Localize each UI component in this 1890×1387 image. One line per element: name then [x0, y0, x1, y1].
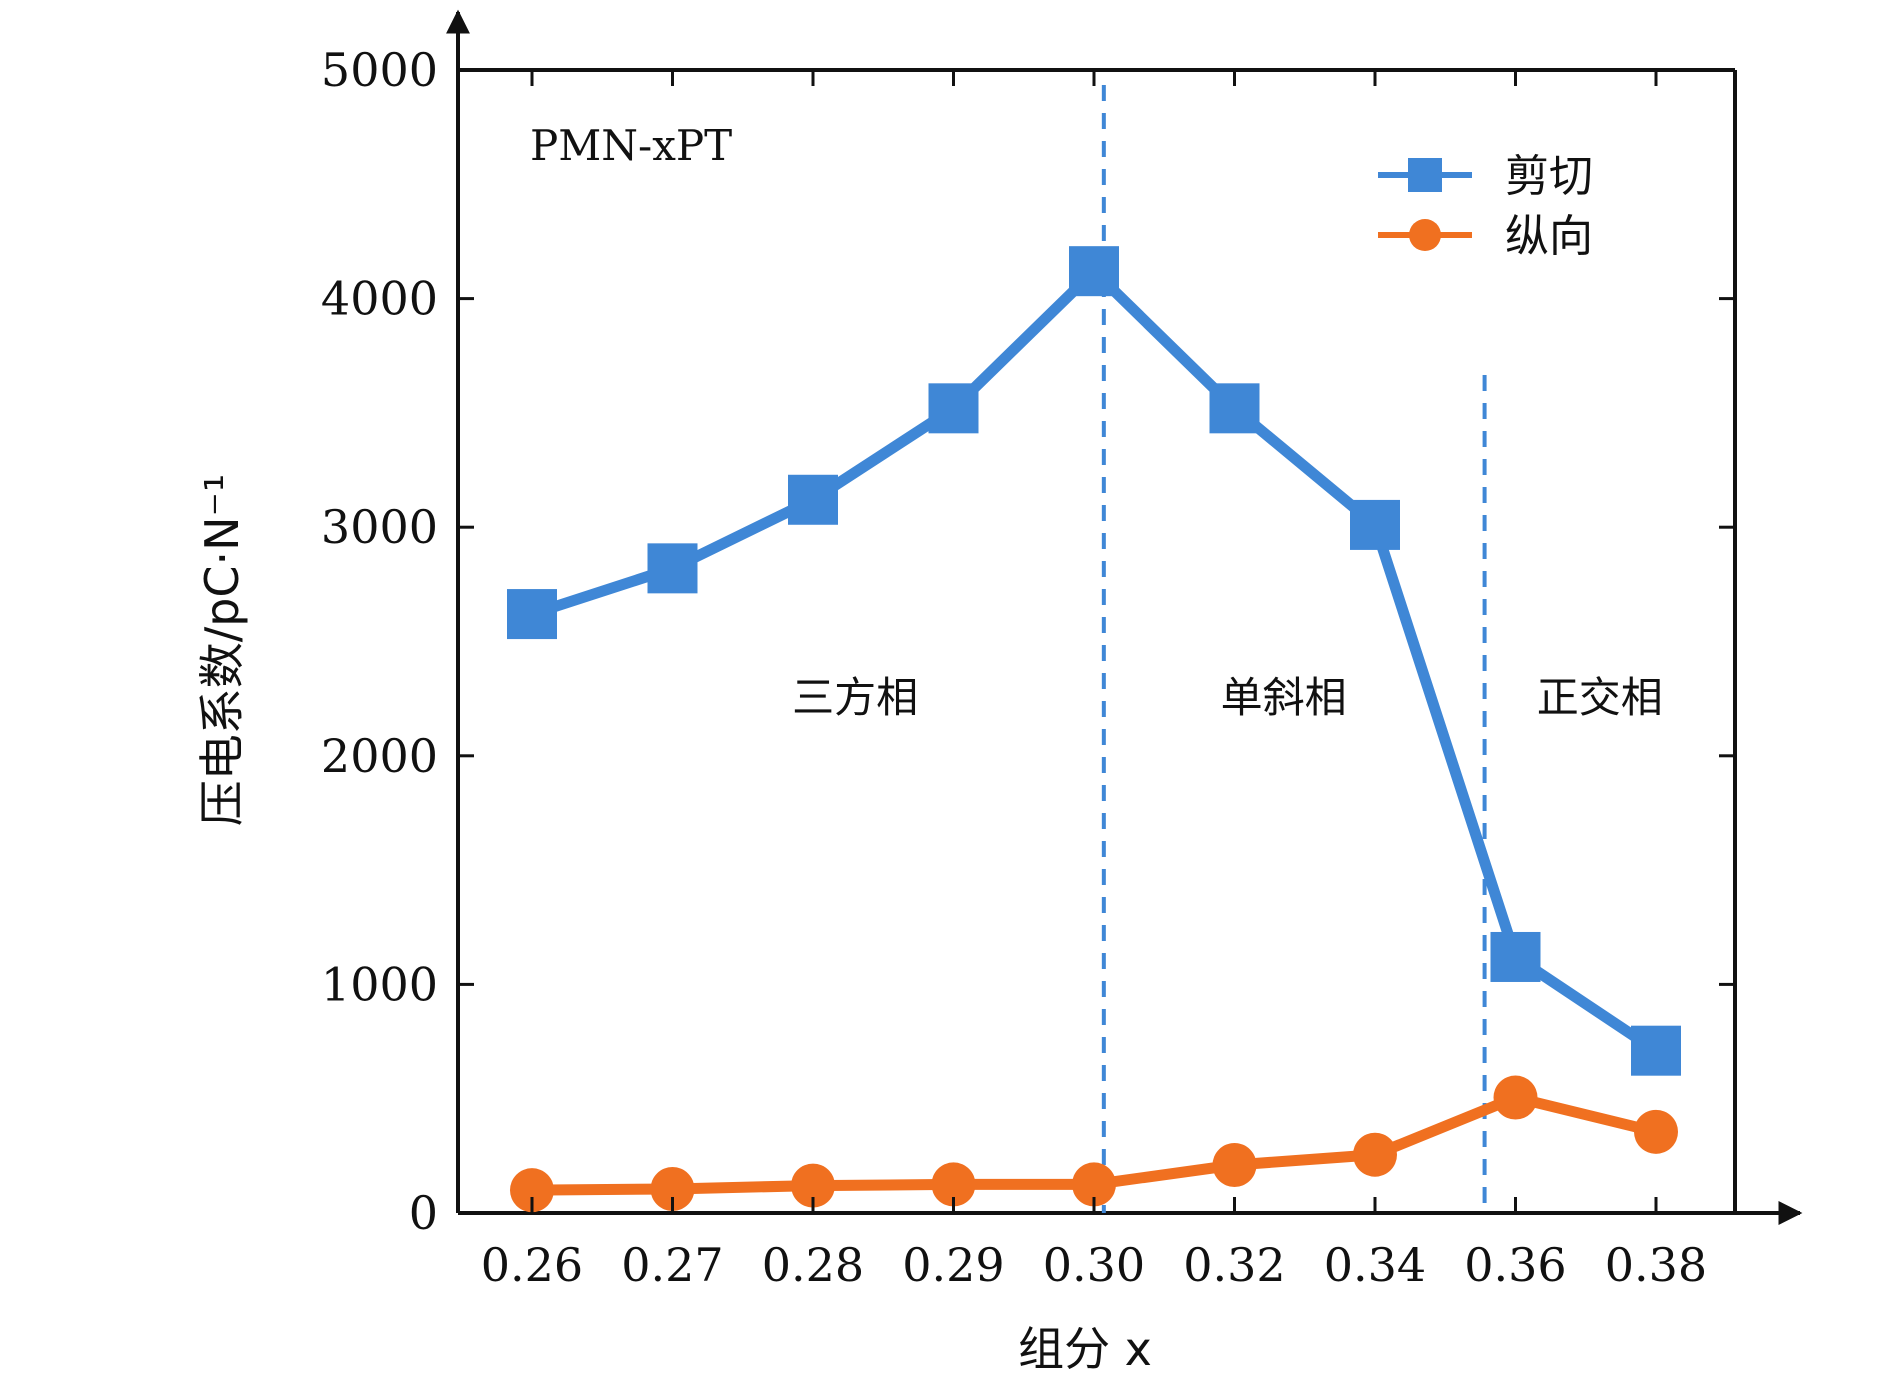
phase-label: 三方相 — [792, 673, 918, 722]
data-point-circle — [791, 1163, 835, 1208]
x-tick-label: 0.36 — [1464, 1238, 1566, 1292]
data-point-circle — [1634, 1109, 1678, 1154]
series-line-0 — [530, 265, 1660, 1056]
y-tick-label: 4000 — [321, 272, 438, 326]
y-tick-label: 0 — [409, 1186, 438, 1240]
phase-label: 单斜相 — [1221, 673, 1347, 722]
phase-boundaries — [1101, 85, 1487, 1213]
data-point-circle — [650, 1166, 695, 1211]
phase-label: 正交相 — [1537, 673, 1663, 722]
data-point-circle — [1212, 1142, 1257, 1187]
y-axis-title: 压电系数/pC·N⁻¹ — [195, 474, 249, 827]
annotations-layer: 三方相 单斜相 正交相 — [792, 673, 1663, 722]
x-axis-title: 组分 x — [1018, 1322, 1152, 1376]
data-point-square — [928, 383, 979, 434]
x-tick-label: 0.32 — [1183, 1238, 1285, 1292]
legend-label: 纵向 — [1505, 211, 1593, 262]
data-point-circle — [1353, 1132, 1397, 1177]
y-tick-label: 5000 — [321, 43, 438, 97]
data-point-square — [507, 589, 557, 640]
data-point-square — [1069, 246, 1119, 297]
x-tick-label: 0.29 — [902, 1238, 1004, 1292]
x-tick-label: 0.34 — [1324, 1238, 1426, 1292]
x-tick-label: 0.27 — [621, 1238, 723, 1292]
legend-marker-square — [1408, 158, 1442, 192]
series-layer — [507, 246, 1681, 1213]
x-tick-label: 0.38 — [1605, 1238, 1707, 1292]
plot-frame — [446, 9, 1803, 1225]
data-point-circle — [931, 1162, 976, 1207]
y-tick-label: 1000 — [321, 957, 438, 1011]
data-point-square — [647, 543, 698, 594]
x-tick-label: 0.30 — [1043, 1238, 1145, 1292]
data-point-square — [788, 474, 838, 525]
data-point-square — [1350, 499, 1400, 550]
y-tick-label: 3000 — [321, 500, 438, 554]
data-point-circle — [1072, 1162, 1116, 1207]
x-tick-label: 0.26 — [481, 1238, 583, 1292]
ticks-layer: 0 1000 2000 3000 4000 5000 0.26 0.27 0.28 0.29 0.3… — [321, 43, 1735, 1292]
data-point-circle — [1493, 1075, 1538, 1120]
y-tick-label: 2000 — [321, 729, 438, 783]
data-point-circle — [510, 1168, 554, 1213]
legend-marker-circle — [1409, 219, 1441, 251]
legend-label: 剪切 — [1505, 151, 1593, 202]
data-point-square — [1209, 383, 1260, 434]
data-point-square — [1631, 1025, 1681, 1076]
material-label: PMN-xPT — [530, 121, 732, 170]
data-point-square — [1490, 931, 1541, 982]
x-tick-label: 0.28 — [762, 1238, 864, 1292]
